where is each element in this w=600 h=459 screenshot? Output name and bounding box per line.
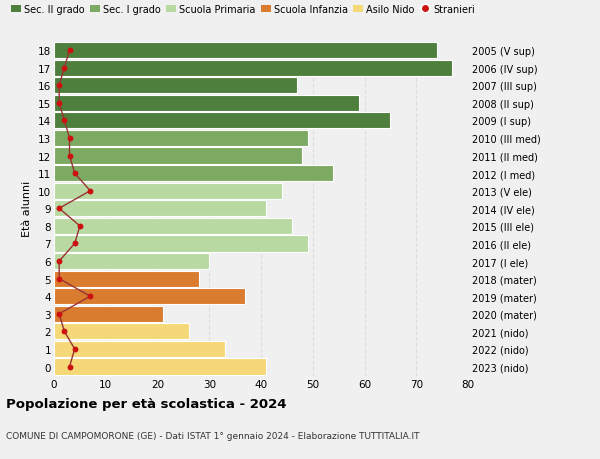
Bar [54, 358, 266, 375]
Point [85, 293, 95, 300]
Bar [54, 271, 199, 287]
Bar [54, 43, 437, 59]
Point [70, 170, 79, 178]
Point [59, 65, 69, 72]
Bar [54, 306, 163, 322]
Point [55, 310, 64, 318]
Bar [54, 113, 391, 129]
Bar [54, 78, 297, 94]
Point [65, 47, 74, 55]
Text: COMUNE DI CAMPOMORONE (GE) - Dati ISTAT 1° gennaio 2024 - Elaborazione TUTTITALI: COMUNE DI CAMPOMORONE (GE) - Dati ISTAT … [6, 431, 419, 441]
Point [70, 346, 79, 353]
Bar [54, 253, 209, 269]
Bar [54, 183, 282, 199]
Point [59, 118, 69, 125]
Point [55, 258, 64, 265]
Point [85, 188, 95, 195]
Bar [54, 95, 359, 112]
Point [55, 100, 64, 107]
Legend: Sec. II grado, Sec. I grado, Scuola Primaria, Scuola Infanzia, Asilo Nido, Stran: Sec. II grado, Sec. I grado, Scuola Prim… [11, 5, 475, 15]
Point [55, 275, 64, 283]
Point [55, 205, 64, 213]
Point [70, 240, 79, 247]
Point [59, 328, 69, 336]
Point [55, 82, 64, 90]
Bar [54, 61, 452, 77]
Bar [54, 148, 302, 164]
Bar [54, 341, 225, 357]
Bar [54, 201, 266, 217]
Point [65, 152, 74, 160]
Bar [54, 166, 334, 182]
Bar [54, 324, 188, 340]
Point [65, 135, 74, 142]
Bar [54, 236, 308, 252]
Text: Popolazione per età scolastica - 2024: Popolazione per età scolastica - 2024 [6, 397, 287, 410]
Point [65, 363, 74, 370]
Bar [54, 289, 245, 305]
Bar [54, 131, 308, 147]
Point [75, 223, 85, 230]
Bar [54, 218, 292, 235]
Y-axis label: Età alunni: Età alunni [22, 181, 32, 237]
